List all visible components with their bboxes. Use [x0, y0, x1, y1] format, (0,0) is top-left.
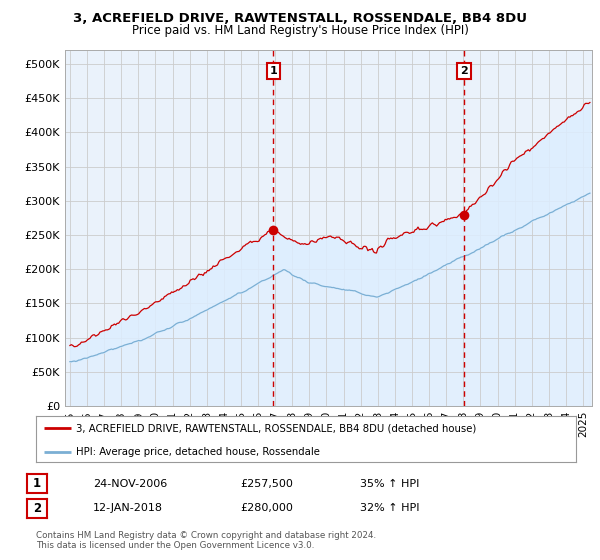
Text: Price paid vs. HM Land Registry's House Price Index (HPI): Price paid vs. HM Land Registry's House … — [131, 24, 469, 36]
Text: 2: 2 — [33, 502, 41, 515]
Text: 24-NOV-2006: 24-NOV-2006 — [93, 479, 167, 489]
Text: 35% ↑ HPI: 35% ↑ HPI — [360, 479, 419, 489]
Text: 2: 2 — [460, 66, 468, 76]
Text: 3, ACREFIELD DRIVE, RAWTENSTALL, ROSSENDALE, BB4 8DU (detached house): 3, ACREFIELD DRIVE, RAWTENSTALL, ROSSEND… — [77, 423, 477, 433]
Text: 1: 1 — [33, 477, 41, 491]
Text: 3, ACREFIELD DRIVE, RAWTENSTALL, ROSSENDALE, BB4 8DU: 3, ACREFIELD DRIVE, RAWTENSTALL, ROSSEND… — [73, 12, 527, 25]
Text: £257,500: £257,500 — [240, 479, 293, 489]
Text: £280,000: £280,000 — [240, 503, 293, 514]
Text: HPI: Average price, detached house, Rossendale: HPI: Average price, detached house, Ross… — [77, 447, 320, 457]
Text: 12-JAN-2018: 12-JAN-2018 — [93, 503, 163, 514]
Text: 32% ↑ HPI: 32% ↑ HPI — [360, 503, 419, 514]
Text: Contains HM Land Registry data © Crown copyright and database right 2024.
This d: Contains HM Land Registry data © Crown c… — [36, 531, 376, 550]
Text: 1: 1 — [269, 66, 277, 76]
